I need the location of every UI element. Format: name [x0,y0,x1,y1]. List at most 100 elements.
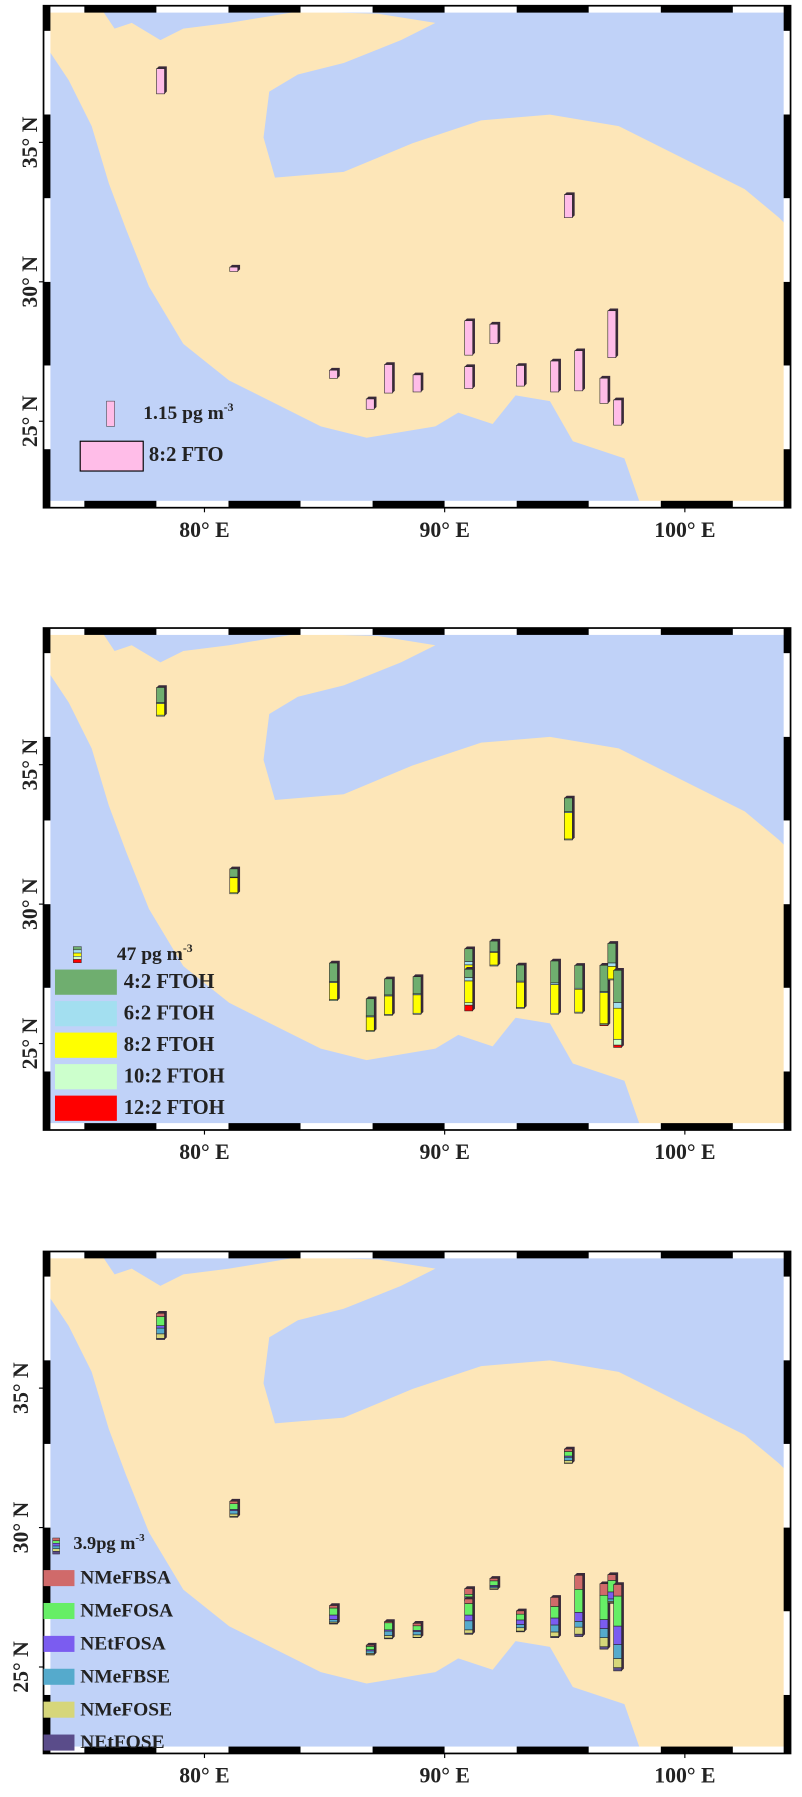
bar-segment [229,868,239,878]
border-segment [43,736,51,821]
scale-unit-exponent: -3 [135,1532,145,1544]
legend-scale-icon [52,1551,60,1555]
border-segment [516,1123,589,1131]
legend-swatch [43,1602,75,1620]
border-segment [783,114,791,199]
bar-segment [229,1503,239,1510]
bar-segment [329,1605,338,1609]
border-segment [588,500,661,508]
border-segment [516,500,589,508]
map-panel: 80° E 90° E 100° E 25° N 30° N 35° N 1.15 pg m… [18,4,792,542]
bar-segment [550,984,559,1014]
legend-label: 6:2 FTOH [124,1003,215,1025]
border-segment [43,653,51,737]
bar-segment [229,1510,239,1515]
border-segment [43,628,85,635]
border-segment [43,500,85,508]
bar-segment [550,1606,559,1619]
bar-segment [229,1513,239,1517]
border-segment [783,1251,791,1277]
border-segment [156,1251,229,1259]
border-segment [43,114,51,199]
border-segment [783,281,791,366]
scale-label: 47 pg m [117,944,183,965]
bar-segment [384,1635,393,1639]
bar-segment [550,1631,559,1637]
bar-segment [464,1614,473,1622]
scale-label: 1.15 pg m [143,403,224,424]
legend-label: 4:2 FTOH [124,971,215,993]
bar-segment [599,992,609,1024]
x-tick-label: 100° E [654,1764,715,1788]
border-segment [43,1611,51,1695]
border-segment [783,987,791,1072]
border-segment [783,628,791,654]
bar-segment [156,1312,165,1317]
border-segment [84,1251,157,1259]
bar-segment [365,998,375,1017]
border-segment [228,5,301,13]
legend-swatch [43,1635,75,1652]
border-segment [84,1746,157,1754]
border-segment [783,30,791,115]
bar-segment [464,977,473,982]
bar-segment [613,1644,622,1659]
border-segment [516,1746,589,1754]
scale-label: 3.9pg m [73,1533,135,1553]
legend-scale-icon [73,956,82,960]
y-tick-label: 30° N [9,1501,33,1553]
border-segment [588,628,661,635]
bar-segment [550,1624,559,1633]
border-segment [732,1746,791,1754]
border-segment [156,628,229,635]
legend-swatch [43,1701,75,1718]
legend-label: 12:2 FTOH [124,1097,225,1119]
x-tick-label: 100° E [654,1140,715,1164]
border-segment [732,5,791,13]
bar-segment [489,952,499,966]
bar-segment [550,1617,559,1626]
bar-segment [489,323,499,345]
y-tick-label: 30° N [18,256,42,308]
x-tick-label: 100° E [654,518,715,542]
bar-segment [613,1667,622,1672]
bar-segment [384,364,393,394]
border-segment [228,1251,301,1259]
bar-segment [599,1594,609,1620]
bar-segment [365,398,375,410]
border-segment [43,820,51,905]
bar-segment [384,1621,393,1624]
bar-segment [329,1607,338,1616]
border-segment [43,5,85,13]
legend-swatch [54,1001,117,1027]
border-segment [372,628,445,635]
bar-segment [464,1603,473,1616]
bar-segment [384,1630,393,1636]
bar-segment [365,1646,375,1650]
border-segment [300,1123,373,1131]
bar-segment [574,988,583,1013]
x-tick-label: 80° E [179,1764,229,1788]
x-tick-label: 90° E [419,1764,469,1788]
legend-label: NMeFOSE [80,1699,172,1720]
border-segment [84,1123,157,1131]
bar-segment [229,266,239,272]
border-segment [732,1251,791,1259]
bar-segment [464,948,473,962]
border-segment [43,1694,51,1754]
border-segment [732,500,791,508]
frame [42,1250,792,1755]
legend-swatch [54,1064,117,1090]
bar-segment [607,1574,617,1581]
legend-scale-icon [73,959,82,963]
map-panel: 80° E 90° E 100° E 25° N 30° N 35° N 3.9pg m-3… [9,1250,792,1788]
border-segment [783,1694,791,1754]
border-segment [300,5,373,13]
bar-segment [329,369,338,379]
legend-label: 10:2 FTOH [124,1066,225,1088]
border-segment [300,1746,373,1754]
border-segment [588,1746,661,1754]
border-segment [156,1123,229,1131]
bar-segment [599,1637,609,1647]
